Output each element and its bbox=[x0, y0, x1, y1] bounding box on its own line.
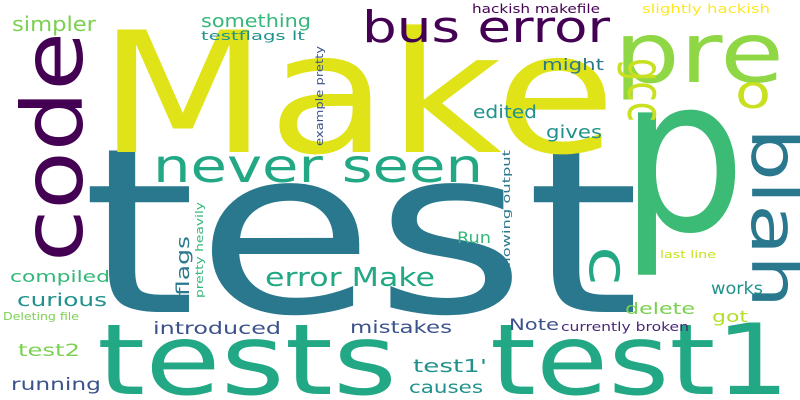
word-error-make: error Make bbox=[265, 263, 435, 293]
word-something: something bbox=[201, 11, 311, 32]
word-simpler: simpler bbox=[12, 12, 97, 36]
word-pretty-heavily: pretty heavily bbox=[193, 201, 206, 298]
word-works: works bbox=[711, 279, 763, 299]
word-o: o bbox=[735, 65, 771, 119]
word-blah: blah bbox=[736, 128, 800, 308]
word-tests: tests bbox=[97, 304, 397, 400]
word-bus-error: bus error bbox=[362, 2, 611, 53]
word-mistakes: mistakes bbox=[350, 318, 452, 338]
word-edited: edited bbox=[473, 102, 537, 123]
word-c: c bbox=[577, 246, 640, 286]
word-gcc: gcc bbox=[616, 58, 674, 122]
word-code: code bbox=[4, 32, 102, 262]
word-currently-broken: currently broken bbox=[561, 320, 689, 334]
word-last-line: last line bbox=[660, 248, 716, 261]
word-never-seen: never seen bbox=[153, 139, 483, 193]
word-might: might bbox=[542, 55, 604, 74]
word-following-output: following output bbox=[500, 149, 513, 282]
word-testflags-lt: testflags lt bbox=[201, 29, 305, 43]
word-make: Make bbox=[98, 0, 616, 192]
word-causes: causes bbox=[409, 378, 483, 398]
word-compiled: compiled bbox=[10, 267, 110, 286]
word-pre: pre bbox=[614, 4, 784, 102]
word-curious: curious bbox=[17, 290, 107, 311]
word-test1: test1 bbox=[490, 304, 790, 400]
word-hackish-makefile: hackish makefile bbox=[472, 2, 600, 16]
word-running: running bbox=[11, 375, 101, 395]
word-slightly-hackish: slightly hackish bbox=[642, 2, 770, 16]
word-test: test bbox=[82, 100, 640, 367]
word-delete: delete bbox=[625, 299, 695, 318]
word-flags: flags bbox=[173, 236, 194, 296]
word-introduced: introduced bbox=[153, 319, 281, 339]
word-p: p bbox=[620, 30, 746, 281]
word-deleting-file: Deleting file bbox=[3, 310, 79, 323]
word-note: Note bbox=[509, 315, 559, 334]
word-example-pretty: example pretty bbox=[313, 45, 326, 146]
word-run: Run bbox=[457, 228, 491, 247]
word-test1-quote: test1' bbox=[413, 356, 487, 377]
word-got: got bbox=[712, 307, 748, 326]
word-test2: test2 bbox=[18, 341, 80, 361]
word-gives: gives bbox=[546, 122, 602, 143]
